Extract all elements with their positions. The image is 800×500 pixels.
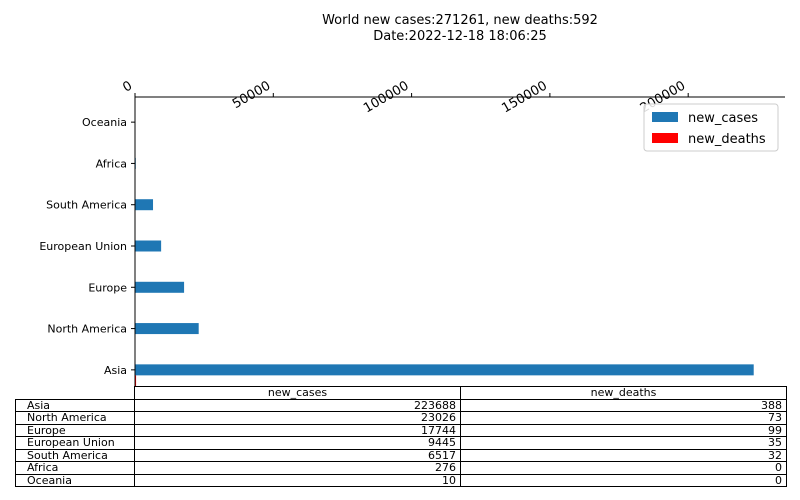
y-tick-label: Africa [96,157,127,170]
legend-label-new-deaths: new_deaths [688,132,766,147]
table-column-header: new_deaths [460,386,787,400]
y-tick-label: South America [46,199,127,212]
y-tick-label: European Union [39,240,127,253]
bar-new-cases-south-america [135,199,154,211]
x-tick-label: 0 [120,78,135,95]
table-row: Oceania 10 0 [15,473,787,487]
bar-new-cases-europe [135,281,185,293]
table-cell: 6517 [134,448,461,462]
y-tick-label: Europe [88,281,127,294]
bar-new-cases-european-union [135,240,162,252]
table-row: Europe 17744 99 [15,423,787,437]
x-tick-label: 50000 [230,78,273,112]
table-cell: 276 [134,461,461,475]
bar-new-cases-asia [135,364,754,376]
table-cell: 10 [134,473,461,487]
chart-title: World new cases:271261, new deaths:592 [322,13,598,28]
y-tick-label: North America [47,323,127,336]
bar-new-cases-north-america [135,323,199,335]
table-cell: 223688 [134,398,461,412]
table-cell: 17744 [134,423,461,437]
table-cell: 0 [460,461,787,475]
table-row: European Union 9445 35 [15,436,787,450]
data-table: new_cases new_deaths Asia 223688 388 North A… [15,386,787,487]
legend-swatch-new-cases [652,112,678,122]
legend-swatch-new-deaths [652,133,678,143]
table-row: Africa 276 0 [15,461,787,475]
table-row-label: South America [15,448,135,462]
chart-subtitle: Date:2022-12-18 18:06:25 [373,29,547,44]
table-row-label: Asia [15,398,135,412]
table-row: Asia 223688 388 [15,398,787,412]
table-row-label: European Union [15,436,135,450]
y-tick-label: Oceania [82,116,127,129]
legend-label-new-cases: new_cases [688,111,758,126]
table-cell: 35 [460,436,787,450]
table-cell: 0 [460,473,787,487]
y-tick-label: Asia [104,364,127,377]
table-cell: 99 [460,423,787,437]
table-row-label: Oceania [15,473,135,487]
table-cell: 9445 [134,436,461,450]
table-cell: 23026 [134,411,461,425]
table-row-label: Europe [15,423,135,437]
table-cell: 73 [460,411,787,425]
table-row: South America 6517 32 [15,448,787,462]
table-column-header: new_cases [134,386,461,400]
table-cell: 388 [460,398,787,412]
table-corner [16,387,135,400]
table-cell: 32 [460,448,787,462]
table-row-label: Africa [15,461,135,475]
table-row: North America 23026 73 [15,411,787,425]
table-row-label: North America [15,411,135,425]
bar-new-deaths-asia [135,375,137,387]
